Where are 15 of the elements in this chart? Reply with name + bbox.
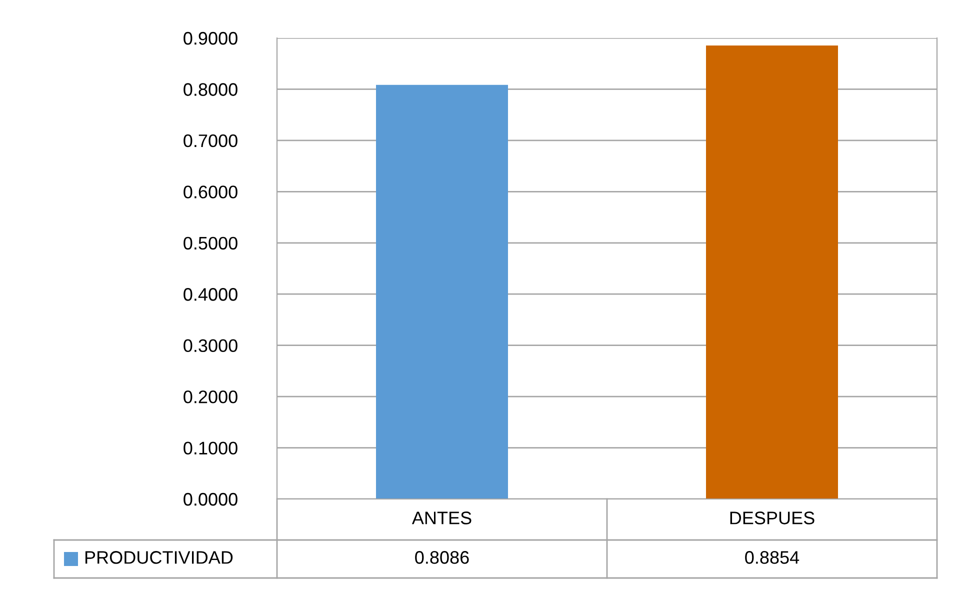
- legend-label: PRODUCTIVIDAD: [85, 551, 233, 564]
- y-tick-label: 0.7000: [184, 134, 238, 148]
- y-tick-label: 0.1000: [184, 442, 238, 454]
- y-tick-label: 0.2000: [184, 390, 238, 404]
- x-tick-label: DESPUES: [730, 512, 814, 524]
- y-tick-label: 0.5000: [184, 236, 238, 250]
- y-tick-label: 0.8000: [184, 83, 238, 96]
- data-label: 0.8086: [415, 551, 469, 564]
- y-tick-label: 0.0000: [184, 492, 238, 506]
- data-label: 0.8854: [745, 551, 800, 564]
- y-tick-label: 0.9000: [184, 32, 238, 45]
- y-tick-label: 0.3000: [184, 339, 238, 352]
- y-tick-label: 0.4000: [184, 288, 238, 301]
- y-tick-label: 0.6000: [184, 186, 238, 198]
- x-tick-label: ANTES: [412, 512, 472, 524]
